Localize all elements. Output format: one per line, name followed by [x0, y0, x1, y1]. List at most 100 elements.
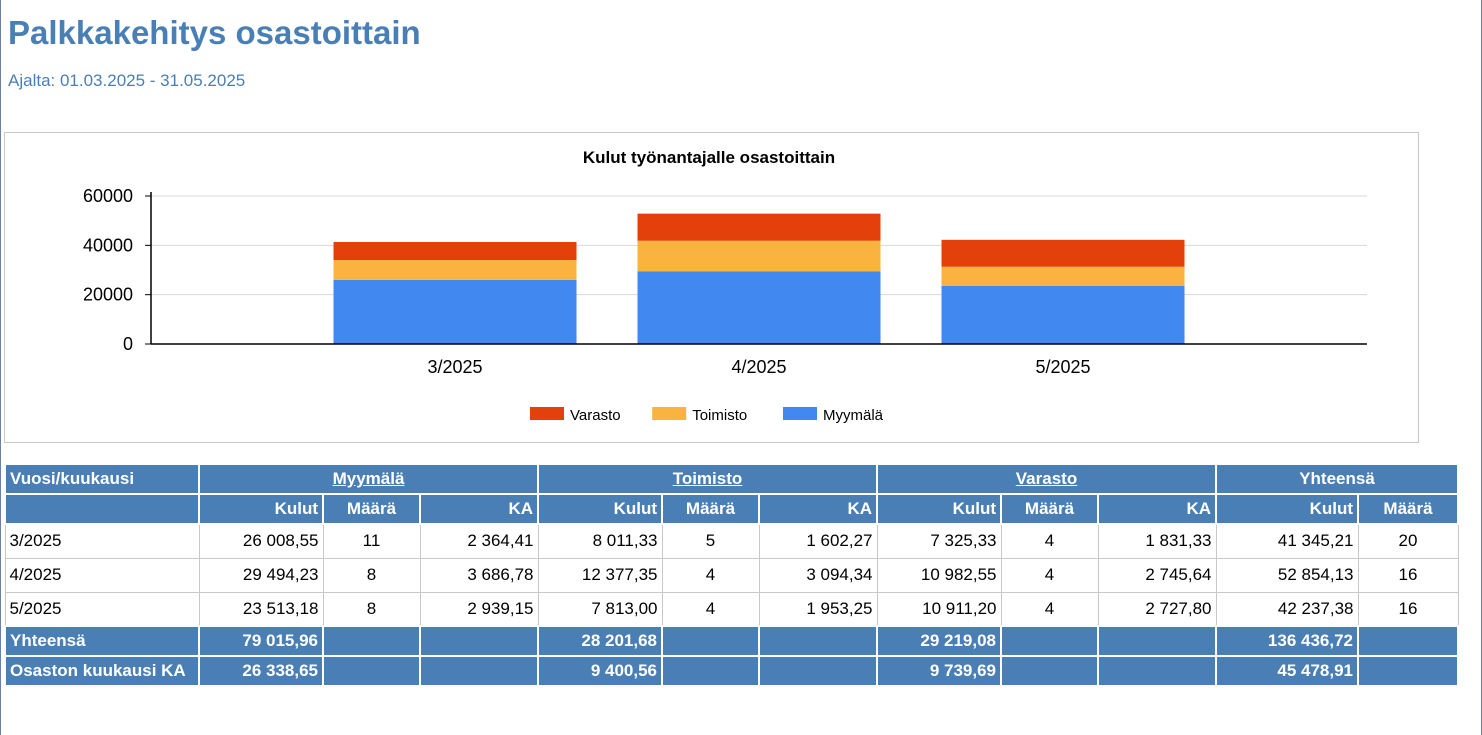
total-empty — [1357, 625, 1459, 657]
subheader-empty — [4, 493, 200, 525]
cell-toimisto-kulut: 7 813,00 — [537, 591, 663, 627]
group-header-varasto[interactable]: Varasto — [876, 463, 1217, 495]
group-link-myymala[interactable]: Myymälä — [332, 469, 405, 488]
table-row: 3/2025 26 008,55 11 2 364,41 8 011,33 5 … — [4, 523, 1459, 559]
group-header-myymala[interactable]: Myymälä — [198, 463, 539, 495]
cell-varasto-kulut: 10 911,20 — [876, 591, 1002, 627]
group-header-yhteensa: Yhteensä — [1215, 463, 1459, 495]
average-empty — [758, 655, 878, 687]
page-title: Palkkakehitys osastoittain — [8, 14, 421, 51]
subheader-maara: Määrä — [661, 493, 760, 525]
total-empty — [661, 625, 760, 657]
bar-toimisto-2 — [941, 266, 1185, 287]
average-empty — [419, 655, 539, 687]
legend-swatch-2 — [783, 407, 817, 420]
legend: Varasto Toimisto Myymälä — [530, 407, 884, 424]
stacked-bar-chart: Kulut työnantajalle osastoittain 60000 40… — [83, 148, 1367, 424]
cell-myymala-maara: 11 — [322, 523, 421, 559]
subheader-kulut: Kulut — [1215, 493, 1359, 525]
cell-myymala-ka: 3 686,78 — [419, 557, 539, 593]
average-label: Osaston kuukausi KA — [4, 655, 200, 687]
average-empty — [1357, 655, 1459, 687]
cell-varasto-kulut: 7 325,33 — [876, 523, 1002, 559]
x-tick-label: 5/2025 — [1035, 357, 1090, 377]
y-tick-label: 40000 — [83, 235, 133, 255]
bar-myymalä-2 — [941, 286, 1185, 344]
cell-myymala-kulut: 23 513,18 — [198, 591, 324, 627]
cell-toimisto-maara: 4 — [661, 591, 760, 627]
total-varasto-kulut: 29 219,08 — [876, 625, 1002, 657]
cell-yhteensa-maara: 20 — [1357, 523, 1459, 559]
salary-table: Vuosi/kuukausi Myymälä Toimisto Varasto … — [4, 463, 1459, 687]
bar-toimisto-1 — [637, 240, 881, 272]
cell-varasto-ka: 1 831,33 — [1097, 523, 1217, 559]
average-toimisto-kulut: 9 400,56 — [537, 655, 663, 687]
group-header-toimisto[interactable]: Toimisto — [537, 463, 878, 495]
cell-myymala-maara: 8 — [322, 591, 421, 627]
legend-swatch-0 — [530, 407, 564, 420]
bar-myymalä-1 — [637, 271, 881, 344]
bar-varasto-0 — [333, 242, 577, 261]
x-tick-label: 4/2025 — [731, 357, 786, 377]
cell-yhteensa-kulut: 52 854,13 — [1215, 557, 1359, 593]
cell-yhteensa-kulut: 41 345,21 — [1215, 523, 1359, 559]
subheader-maara: Määrä — [1000, 493, 1099, 525]
subheader-kulut: Kulut — [198, 493, 324, 525]
table-row: 4/2025 29 494,23 8 3 686,78 12 377,35 4 … — [4, 557, 1459, 593]
cell-myymala-ka: 2 939,15 — [419, 591, 539, 627]
cell-varasto-ka: 2 727,80 — [1097, 591, 1217, 627]
cell-toimisto-ka: 1 602,27 — [758, 523, 878, 559]
cell-toimisto-ka: 1 953,25 — [758, 591, 878, 627]
subheader-kulut: Kulut — [876, 493, 1002, 525]
cell-period: 3/2025 — [4, 523, 200, 559]
cell-period: 5/2025 — [4, 591, 200, 627]
y-tick-label: 60000 — [83, 186, 133, 206]
total-empty — [1000, 625, 1099, 657]
group-link-toimisto[interactable]: Toimisto — [672, 469, 743, 488]
total-row: Yhteensä 79 015,96 28 201,68 29 219,08 1… — [4, 625, 1459, 657]
average-varasto-kulut: 9 739,69 — [876, 655, 1002, 687]
cell-toimisto-maara: 4 — [661, 557, 760, 593]
total-myymala-kulut: 79 015,96 — [198, 625, 324, 657]
total-empty — [419, 625, 539, 657]
legend-label: Toimisto — [692, 407, 747, 424]
cell-yhteensa-maara: 16 — [1357, 591, 1459, 627]
cell-yhteensa-kulut: 42 237,38 — [1215, 591, 1359, 627]
cell-varasto-ka: 2 745,64 — [1097, 557, 1217, 593]
subheader-maara: Määrä — [322, 493, 421, 525]
cell-toimisto-kulut: 8 011,33 — [537, 523, 663, 559]
group-link-varasto[interactable]: Varasto — [1015, 469, 1078, 488]
chart-title: Kulut työnantajalle osastoittain — [583, 148, 835, 167]
total-empty — [758, 625, 878, 657]
bar-varasto-2 — [941, 239, 1185, 267]
subheader-ka: KA — [758, 493, 878, 525]
axis-layer: 60000 40000 20000 0 3/2025 4/2025 5/2025 — [83, 186, 1367, 377]
cell-myymala-ka: 2 364,41 — [419, 523, 539, 559]
table-row: 5/2025 23 513,18 8 2 939,15 7 813,00 4 1… — [4, 591, 1459, 627]
total-yhteensa-kulut: 136 436,72 — [1215, 625, 1359, 657]
cell-toimisto-ka: 3 094,34 — [758, 557, 878, 593]
row-header-label: Vuosi/kuukausi — [4, 463, 200, 495]
total-empty — [1097, 625, 1217, 657]
x-tick-label: 3/2025 — [427, 357, 482, 377]
average-empty — [1097, 655, 1217, 687]
cell-varasto-maara: 4 — [1000, 557, 1099, 593]
average-yhteensa-kulut: 45 478,91 — [1215, 655, 1359, 687]
cell-yhteensa-maara: 16 — [1357, 557, 1459, 593]
legend-swatch-1 — [652, 407, 687, 420]
subheader-row: Kulut Määrä KA Kulut Määrä KA Kulut Määr… — [4, 493, 1459, 525]
average-myymala-kulut: 26 338,65 — [198, 655, 324, 687]
chart-container: Kulut työnantajalle osastoittain 60000 40… — [4, 132, 1419, 443]
cell-varasto-kulut: 10 982,55 — [876, 557, 1002, 593]
legend-label: Myymälä — [823, 407, 884, 424]
group-header-row: Vuosi/kuukausi Myymälä Toimisto Varasto … — [4, 463, 1459, 495]
cell-varasto-maara: 4 — [1000, 591, 1099, 627]
subheader-ka: KA — [419, 493, 539, 525]
total-empty — [322, 625, 421, 657]
subheader-ka: KA — [1097, 493, 1217, 525]
average-empty — [322, 655, 421, 687]
cell-myymala-kulut: 26 008,55 — [198, 523, 324, 559]
cell-period: 4/2025 — [4, 557, 200, 593]
average-row: Osaston kuukausi KA 26 338,65 9 400,56 9… — [4, 655, 1459, 687]
